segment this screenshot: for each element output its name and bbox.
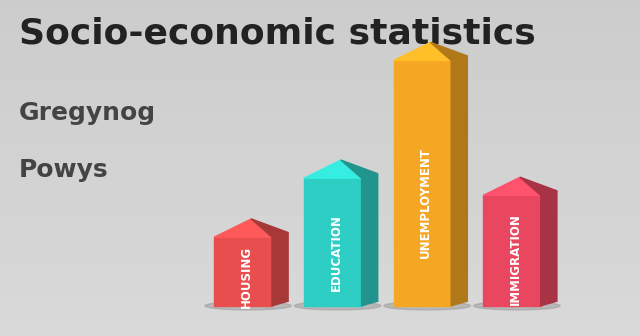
Bar — [483, 195, 541, 306]
Polygon shape — [272, 233, 288, 306]
Ellipse shape — [294, 302, 381, 310]
Polygon shape — [362, 174, 378, 306]
Polygon shape — [394, 42, 451, 60]
Polygon shape — [451, 56, 467, 306]
Text: UNEMPLOYMENT: UNEMPLOYMENT — [419, 147, 432, 258]
Ellipse shape — [474, 302, 560, 310]
Text: Socio-economic statistics: Socio-economic statistics — [19, 17, 536, 51]
Polygon shape — [431, 42, 467, 60]
Polygon shape — [252, 219, 288, 237]
Ellipse shape — [384, 302, 470, 310]
Polygon shape — [541, 191, 557, 306]
Polygon shape — [483, 177, 541, 195]
Text: HOUSING: HOUSING — [240, 246, 253, 308]
Bar — [214, 237, 272, 306]
Bar — [394, 60, 451, 306]
Polygon shape — [304, 160, 362, 178]
Polygon shape — [341, 160, 378, 178]
Ellipse shape — [205, 302, 291, 310]
Bar — [304, 178, 362, 306]
Text: IMMIGRATION: IMMIGRATION — [509, 213, 522, 305]
Polygon shape — [520, 177, 557, 195]
Polygon shape — [214, 219, 272, 237]
Text: Powys: Powys — [19, 158, 109, 182]
Text: Gregynog: Gregynog — [19, 101, 156, 125]
Text: EDUCATION: EDUCATION — [330, 214, 342, 291]
